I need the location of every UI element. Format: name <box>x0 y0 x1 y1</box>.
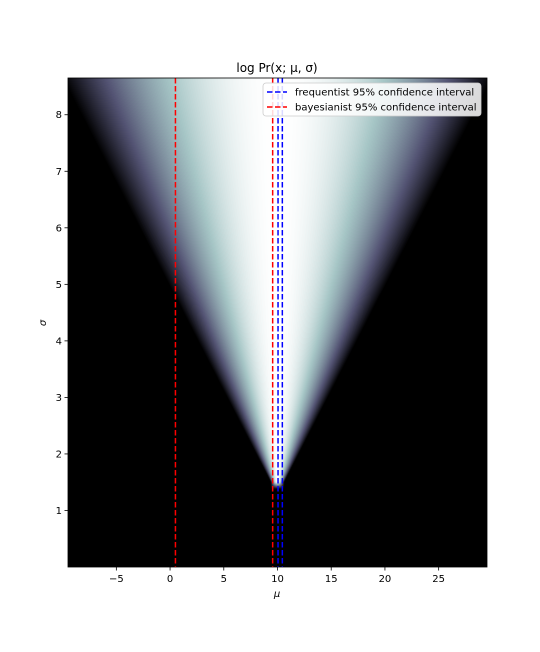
x-tick-label: 5 <box>221 574 227 585</box>
y-tick-label: 7 <box>56 167 62 178</box>
y-tick-label: 5 <box>56 280 62 291</box>
legend-label: frequentist 95% confidence interval <box>295 88 474 99</box>
x-axis: −5 0 5 10 15 20 25 <box>109 567 445 585</box>
x-tick-label: 15 <box>325 574 338 585</box>
interval-lines <box>174 78 284 567</box>
y-tick-label: 1 <box>56 506 62 517</box>
x-tick-label: 25 <box>432 574 445 585</box>
legend-label: bayesianist 95% confidence interval <box>295 103 477 114</box>
y-tick-label: 8 <box>56 110 62 121</box>
x-tick-label: 20 <box>379 574 392 585</box>
x-tick-label: 10 <box>271 574 284 585</box>
y-axis-label: σ <box>38 319 49 326</box>
y-tick-label: 4 <box>56 336 62 347</box>
y-tick-label: 6 <box>56 223 62 234</box>
y-tick-label: 3 <box>56 393 62 404</box>
x-tick-label: 0 <box>167 574 173 585</box>
x-tick-label: −5 <box>109 574 124 585</box>
legend: frequentist 95% confidence interval bayes… <box>262 82 482 117</box>
legend-box <box>262 82 482 117</box>
y-axis: 1 2 3 4 5 6 7 8 <box>56 110 68 517</box>
y-tick-label: 2 <box>56 449 62 460</box>
chart-title: log Pr(x; μ, σ) <box>236 61 317 75</box>
x-axis-label: μ <box>273 589 280 600</box>
